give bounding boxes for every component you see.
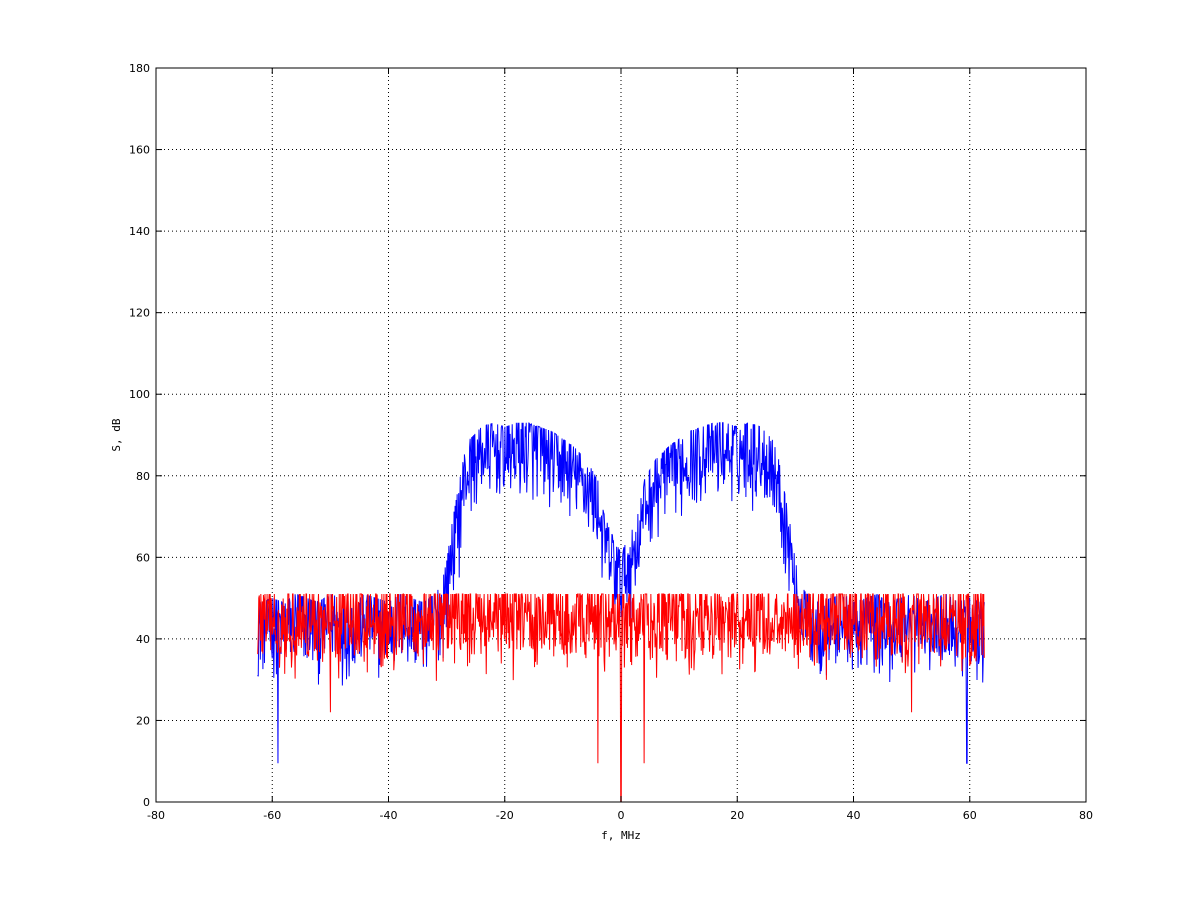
x-tick-label: -40 (380, 809, 398, 822)
y-axis-label: S, dB (110, 418, 123, 451)
y-tick-labels: 0 20 40 60 80 100 120 140 160 180 (129, 62, 150, 809)
x-tick-label: 80 (1079, 809, 1093, 822)
x-tick-label: -60 (263, 809, 281, 822)
x-tick-label: -80 (147, 809, 165, 822)
y-tick-label: 20 (136, 714, 150, 727)
y-tick-label: 40 (136, 633, 150, 646)
y-tick-label: 160 (129, 144, 150, 157)
y-tick-label: 140 (129, 225, 150, 238)
x-tick-label: 20 (730, 809, 744, 822)
y-tick-label: 120 (129, 307, 150, 320)
tick-marks (155, 67, 1087, 803)
x-tick-label: 60 (963, 809, 977, 822)
y-tick-label: 0 (143, 796, 150, 809)
y-tick-label: 180 (129, 62, 150, 75)
plot-frame (155, 67, 1087, 803)
x-axis-label: f, MHz (601, 829, 641, 842)
series-line-red (257, 593, 985, 803)
y-tick-label: 100 (129, 388, 150, 401)
x-tick-label: -20 (496, 809, 514, 822)
y-tick-label: 80 (136, 470, 150, 483)
x-tick-label: 40 (847, 809, 861, 822)
y-tick-label: 60 (136, 551, 150, 564)
series-group (257, 422, 985, 803)
x-tick-labels: -80 -60 -40 -20 0 20 40 60 80 (147, 809, 1093, 822)
grid-lines (156, 68, 1086, 802)
x-tick-label: 0 (618, 809, 625, 822)
